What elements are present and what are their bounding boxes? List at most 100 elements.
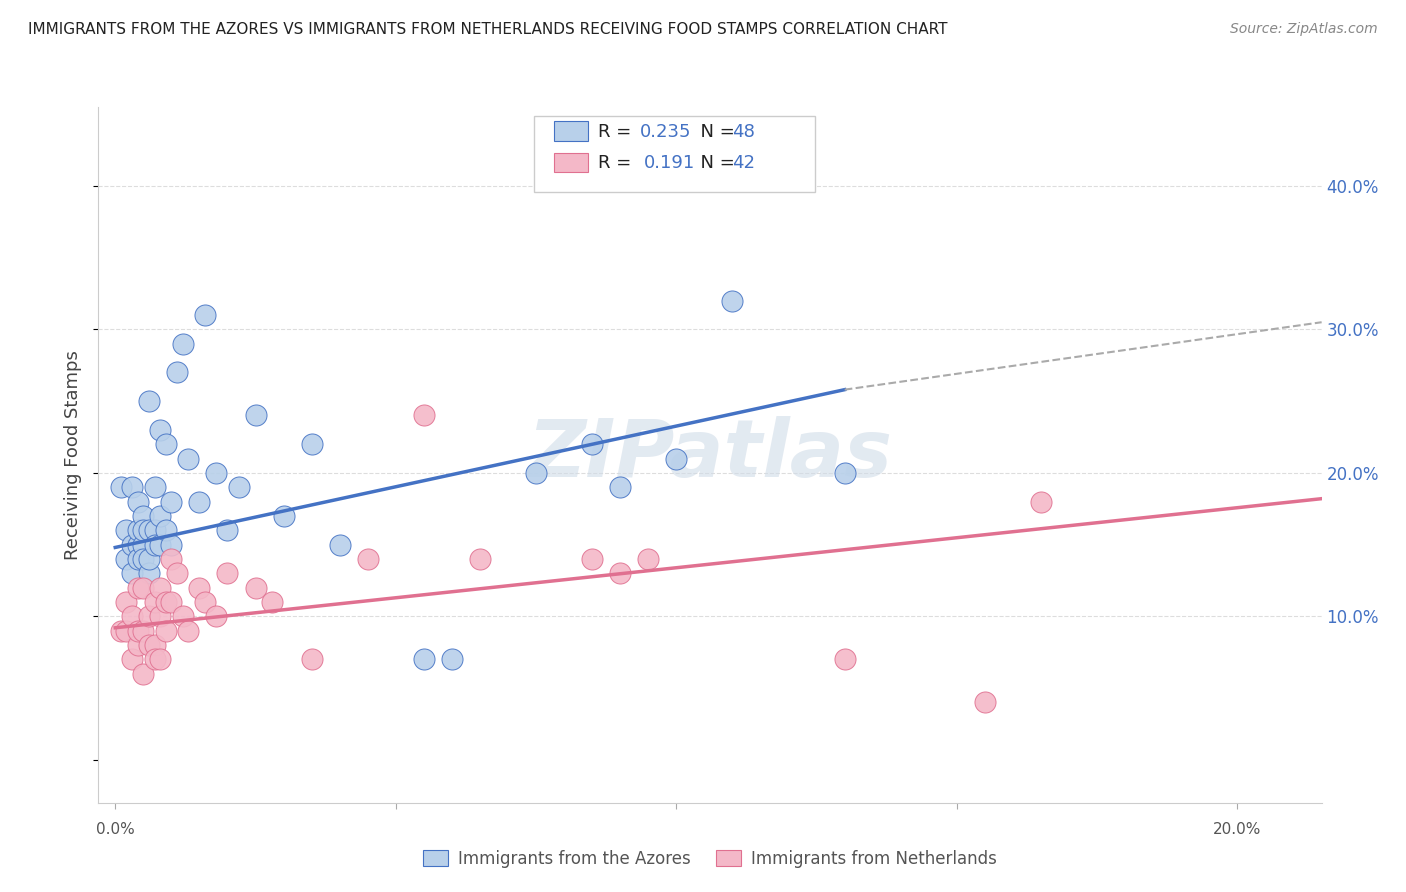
Point — [194, 308, 217, 322]
Point — [132, 538, 155, 552]
Point — [581, 552, 603, 566]
Point — [127, 638, 149, 652]
Point — [143, 523, 166, 537]
Point — [301, 437, 323, 451]
Point — [115, 552, 138, 566]
Point — [834, 466, 856, 480]
Point — [273, 508, 295, 523]
Text: IMMIGRANTS FROM THE AZORES VS IMMIGRANTS FROM NETHERLANDS RECEIVING FOOD STAMPS : IMMIGRANTS FROM THE AZORES VS IMMIGRANTS… — [28, 22, 948, 37]
Point — [115, 595, 138, 609]
Point — [143, 595, 166, 609]
Point — [160, 494, 183, 508]
Point — [143, 480, 166, 494]
Point — [177, 451, 200, 466]
Point — [665, 451, 688, 466]
Point — [149, 538, 172, 552]
Point — [172, 609, 194, 624]
Point — [357, 552, 380, 566]
Point — [524, 466, 547, 480]
Point — [121, 566, 143, 581]
Point — [721, 293, 744, 308]
Point — [132, 523, 155, 537]
Point — [166, 366, 188, 380]
Point — [121, 609, 143, 624]
Point — [132, 666, 155, 681]
Point — [132, 581, 155, 595]
Point — [412, 409, 434, 423]
Point — [301, 652, 323, 666]
Point — [149, 581, 172, 595]
Point — [262, 595, 284, 609]
Text: 0.235: 0.235 — [640, 123, 692, 141]
Point — [440, 652, 463, 666]
Point — [143, 652, 166, 666]
Text: 0.0%: 0.0% — [96, 822, 135, 838]
Text: 48: 48 — [733, 123, 755, 141]
Text: 42: 42 — [733, 154, 755, 172]
Point — [121, 480, 143, 494]
Point — [217, 566, 239, 581]
Point — [188, 494, 211, 508]
Y-axis label: Receiving Food Stamps: Receiving Food Stamps — [65, 350, 83, 560]
Point — [121, 538, 143, 552]
Point — [115, 523, 138, 537]
Point — [245, 581, 267, 595]
Point — [194, 595, 217, 609]
Text: N =: N = — [689, 123, 741, 141]
Point — [329, 538, 352, 552]
Point — [177, 624, 200, 638]
Point — [834, 652, 856, 666]
Point — [138, 609, 160, 624]
Point — [132, 552, 155, 566]
Point — [609, 566, 631, 581]
Point — [127, 538, 149, 552]
Point — [121, 652, 143, 666]
Point — [160, 552, 183, 566]
Point — [138, 552, 160, 566]
Text: N =: N = — [689, 154, 741, 172]
Point — [160, 595, 183, 609]
Point — [127, 552, 149, 566]
Point — [149, 423, 172, 437]
Point — [110, 624, 132, 638]
Point — [127, 581, 149, 595]
Text: Source: ZipAtlas.com: Source: ZipAtlas.com — [1230, 22, 1378, 37]
Point — [138, 394, 160, 409]
Text: 20.0%: 20.0% — [1213, 822, 1261, 838]
Point — [217, 523, 239, 537]
Point — [127, 624, 149, 638]
Text: R =: R = — [598, 123, 637, 141]
Point — [149, 609, 172, 624]
Point — [155, 595, 177, 609]
Point — [149, 652, 172, 666]
Point — [110, 480, 132, 494]
Point — [127, 523, 149, 537]
Text: ZIPatlas: ZIPatlas — [527, 416, 893, 494]
Legend: Immigrants from the Azores, Immigrants from Netherlands: Immigrants from the Azores, Immigrants f… — [416, 843, 1004, 874]
Point — [160, 538, 183, 552]
Point — [149, 508, 172, 523]
Point — [581, 437, 603, 451]
Point — [188, 581, 211, 595]
Point — [974, 695, 997, 709]
Point — [205, 609, 228, 624]
Point — [132, 624, 155, 638]
Point — [609, 480, 631, 494]
Point — [1029, 494, 1052, 508]
Point — [205, 466, 228, 480]
Point — [155, 624, 177, 638]
Point — [143, 538, 166, 552]
Point — [132, 508, 155, 523]
Point — [637, 552, 659, 566]
Point — [127, 494, 149, 508]
Text: 0.191: 0.191 — [644, 154, 695, 172]
Text: R =: R = — [598, 154, 643, 172]
Point — [155, 437, 177, 451]
Point — [228, 480, 250, 494]
Point — [172, 336, 194, 351]
Point — [155, 523, 177, 537]
Point — [166, 566, 188, 581]
Point — [245, 409, 267, 423]
Point — [138, 566, 160, 581]
Point — [138, 638, 160, 652]
